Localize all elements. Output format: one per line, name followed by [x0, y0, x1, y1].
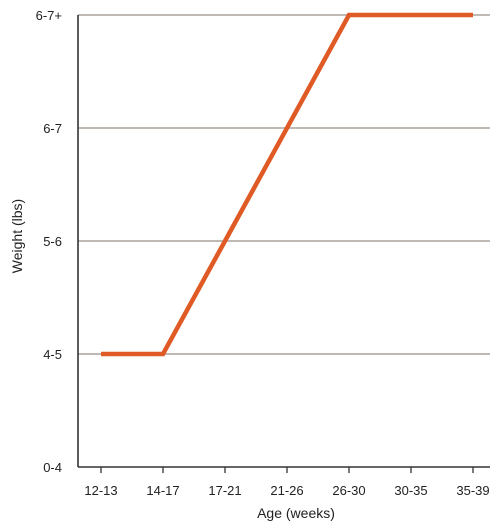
x-tick-label: 12-13: [84, 483, 117, 498]
y-tick-label: 6-7: [43, 121, 62, 136]
x-tick-label: 35-39: [456, 483, 489, 498]
y-tick-label: 5-6: [43, 234, 62, 249]
x-tick-label: 14-17: [146, 483, 179, 498]
x-axis-title: Age (weeks): [257, 505, 335, 521]
series-line: [101, 12, 473, 357]
y-tick-label: 0-4: [43, 460, 62, 475]
series: [101, 12, 473, 357]
y-axis-title: Weight (lbs): [9, 199, 25, 273]
x-tick-label: 17-21: [208, 483, 241, 498]
y-tick-label: 4-5: [43, 347, 62, 362]
axes: [77, 15, 490, 473]
y-tick-labels: 0-4 4-5 5-6 6-7 6-7+: [36, 8, 62, 475]
x-tick-label: 30-35: [394, 483, 427, 498]
x-tick-label: 21-26: [270, 483, 303, 498]
y-tick-label: 6-7+: [36, 8, 62, 23]
gridlines: [78, 14, 490, 355]
x-tick-label: 26-30: [332, 483, 365, 498]
x-tick-labels: 12-13 14-17 17-21 21-26 26-30 30-35 35-39: [84, 483, 489, 498]
